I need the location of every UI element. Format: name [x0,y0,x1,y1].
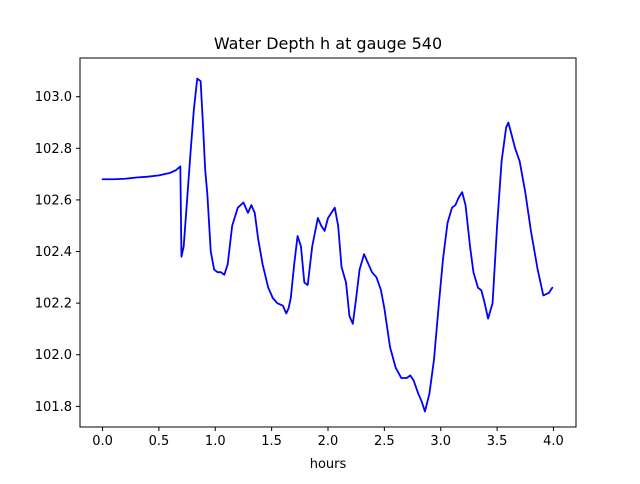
y-tick-label: 102.2 [35,297,72,312]
x-axis-label: hours [310,457,347,472]
plot-area: 0.0 0.5 1.0 1.5 2.0 2.5 3.0 3.5 4.0 101.8 102.0 102… [35,57,577,449]
y-tick-label: 102.4 [35,245,72,260]
x-tick-label: 2.5 [374,434,395,449]
y-tick-label: 101.8 [35,400,72,415]
x-tick-label: 2.0 [318,434,339,449]
x-tick-label: 1.0 [205,434,226,449]
y-tick-label: 102.8 [35,142,72,157]
x-tick-label: 1.5 [261,434,282,449]
chart-title: Water Depth h at gauge 540 [214,34,442,53]
x-tick-label: 4.0 [543,434,564,449]
series-line-0 [101,77,554,413]
x-tick-label: 0.5 [149,434,170,449]
y-tick-label: 102.0 [35,348,72,363]
x-tick-label: 0.0 [92,434,113,449]
x-tick-label: 3.5 [487,434,508,449]
y-tick-label: 103.0 [35,90,72,105]
plot-frame [79,57,577,428]
y-tick-label: 102.6 [35,193,72,208]
x-tick-label: 3.0 [430,434,451,449]
